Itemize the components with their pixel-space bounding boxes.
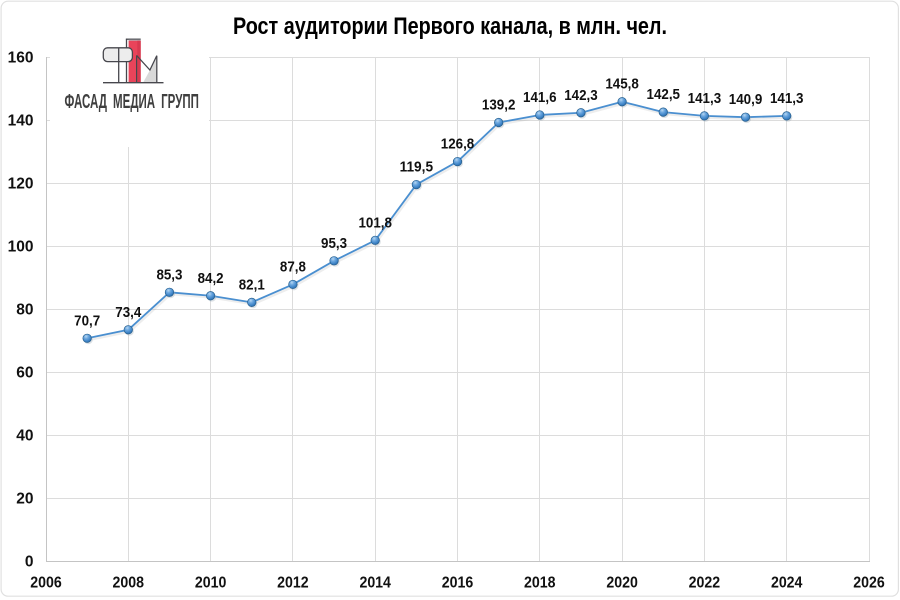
svg-text:141,6: 141,6 — [523, 89, 557, 106]
svg-text:2010: 2010 — [195, 575, 227, 592]
svg-text:2014: 2014 — [359, 575, 391, 592]
svg-text:80: 80 — [16, 302, 33, 319]
svg-text:2006: 2006 — [30, 575, 62, 592]
svg-text:100: 100 — [8, 239, 34, 256]
svg-text:60: 60 — [16, 365, 33, 382]
svg-text:87,8: 87,8 — [280, 258, 306, 275]
svg-text:82,1: 82,1 — [239, 276, 265, 293]
svg-text:2024: 2024 — [771, 575, 803, 592]
svg-text:2026: 2026 — [853, 575, 885, 592]
svg-text:141,3: 141,3 — [770, 90, 804, 107]
svg-text:120: 120 — [8, 176, 34, 193]
svg-text:142,5: 142,5 — [647, 86, 681, 103]
svg-text:70,7: 70,7 — [74, 312, 100, 329]
svg-text:2022: 2022 — [689, 575, 721, 592]
svg-text:0: 0 — [25, 554, 34, 571]
svg-text:142,3: 142,3 — [564, 87, 598, 104]
svg-text:20: 20 — [16, 491, 33, 508]
svg-text:73,4: 73,4 — [115, 304, 142, 321]
svg-text:119,5: 119,5 — [400, 159, 434, 176]
svg-text:145,8: 145,8 — [605, 76, 639, 93]
svg-text:Рост аудитории Первого канала,: Рост аудитории Первого канала, в млн. че… — [233, 13, 667, 40]
svg-text:126,8: 126,8 — [441, 136, 475, 153]
svg-text:2016: 2016 — [442, 575, 474, 592]
svg-text:2012: 2012 — [277, 575, 309, 592]
svg-text:2020: 2020 — [606, 575, 638, 592]
svg-text:141,3: 141,3 — [688, 90, 722, 107]
svg-text:40: 40 — [16, 428, 33, 445]
svg-text:84,2: 84,2 — [198, 270, 224, 287]
svg-text:140,9: 140,9 — [729, 91, 763, 108]
svg-text:95,3: 95,3 — [321, 235, 347, 252]
svg-text:2018: 2018 — [524, 575, 556, 592]
svg-text:139,2: 139,2 — [482, 97, 516, 114]
svg-text:ФАСАД МЕДИА ГРУПП: ФАСАД МЕДИА ГРУПП — [64, 90, 199, 113]
svg-text:85,3: 85,3 — [156, 266, 182, 283]
svg-text:101,8: 101,8 — [358, 214, 392, 231]
svg-text:160: 160 — [8, 50, 34, 67]
svg-text:2008: 2008 — [113, 575, 145, 592]
svg-text:140: 140 — [8, 113, 34, 130]
